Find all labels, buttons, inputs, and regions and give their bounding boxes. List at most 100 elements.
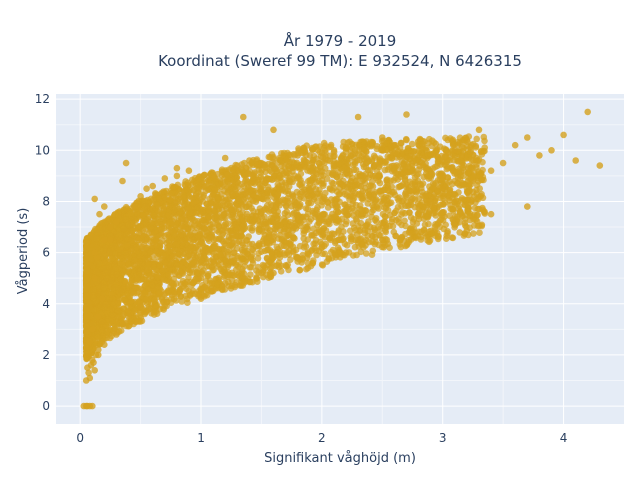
data-point (368, 156, 376, 163)
data-point (313, 198, 321, 205)
data-point (358, 206, 365, 214)
data-point (455, 189, 462, 196)
data-point (85, 299, 93, 307)
data-point (187, 210, 195, 217)
data-point (221, 210, 228, 218)
data-point (318, 227, 325, 235)
data-point (226, 200, 234, 207)
data-point (140, 212, 147, 219)
data-point (334, 209, 342, 216)
data-point (221, 272, 228, 279)
data-point (242, 258, 249, 265)
data-point (245, 188, 253, 196)
data-point (409, 218, 417, 226)
data-point (119, 285, 127, 293)
data-point (256, 243, 263, 250)
data-point (398, 158, 406, 165)
data-point (422, 203, 430, 211)
data-point (244, 247, 251, 255)
data-point (454, 180, 462, 187)
data-point (435, 232, 442, 240)
data-point (194, 218, 202, 225)
data-point (265, 229, 272, 237)
data-point (188, 281, 195, 289)
data-point (382, 158, 390, 165)
data-point (209, 267, 216, 274)
data-point (205, 179, 213, 186)
data-point (301, 227, 309, 234)
data-point (449, 234, 457, 242)
data-point (122, 216, 129, 223)
data-point (381, 213, 389, 220)
data-point (255, 250, 262, 257)
data-point (473, 135, 481, 143)
data-point (305, 251, 313, 258)
data-point (358, 171, 365, 179)
data-point (119, 254, 126, 262)
data-point (415, 215, 423, 223)
data-point (284, 162, 292, 170)
data-point (261, 218, 269, 226)
data-point (224, 263, 232, 270)
data-point (406, 147, 413, 154)
data-point (376, 171, 383, 178)
data-point (390, 188, 398, 196)
data-point (304, 205, 312, 213)
data-point (204, 272, 212, 279)
data-point (169, 252, 176, 260)
data-point (198, 256, 205, 263)
data-point (327, 152, 334, 160)
data-point (217, 253, 225, 260)
data-point (445, 191, 453, 198)
data-point (172, 241, 180, 248)
data-point (144, 260, 152, 268)
data-point (363, 159, 370, 166)
data-point (214, 280, 221, 288)
data-point (228, 231, 236, 238)
data-point (292, 204, 300, 212)
data-point (391, 164, 399, 172)
data-point (114, 308, 122, 315)
data-point (231, 283, 239, 291)
data-point (109, 254, 116, 262)
data-point (310, 174, 317, 181)
data-point (370, 203, 378, 211)
data-point (376, 225, 384, 233)
point-cloud (82, 133, 489, 363)
data-point (425, 139, 432, 147)
data-point (287, 151, 294, 159)
data-point (240, 196, 247, 203)
data-point (294, 211, 302, 219)
data-point (228, 191, 236, 198)
data-point (387, 177, 394, 185)
data-point (278, 162, 285, 170)
data-point (402, 230, 409, 238)
data-point (190, 259, 197, 266)
data-point (418, 184, 425, 192)
data-point (473, 186, 480, 194)
data-point (230, 249, 237, 257)
data-point (470, 230, 477, 237)
data-point (302, 243, 310, 250)
data-point (202, 259, 210, 266)
data-point (267, 201, 275, 208)
data-point (179, 231, 187, 238)
data-point (422, 192, 430, 199)
data-point (443, 158, 451, 165)
data-point (388, 155, 396, 162)
data-point (256, 221, 263, 229)
data-point (136, 258, 143, 265)
data-point (227, 271, 234, 279)
data-point (443, 232, 451, 240)
data-point (235, 263, 242, 271)
data-point (327, 236, 334, 244)
data-point (296, 181, 303, 188)
data-point (394, 148, 402, 155)
data-point (117, 246, 124, 253)
chart-title-line-2: Koordinat (Sweref 99 TM): E 932524, N 64… (158, 52, 522, 70)
data-point (200, 192, 208, 199)
data-point (134, 274, 141, 282)
data-point (205, 206, 212, 214)
data-point (210, 207, 217, 214)
